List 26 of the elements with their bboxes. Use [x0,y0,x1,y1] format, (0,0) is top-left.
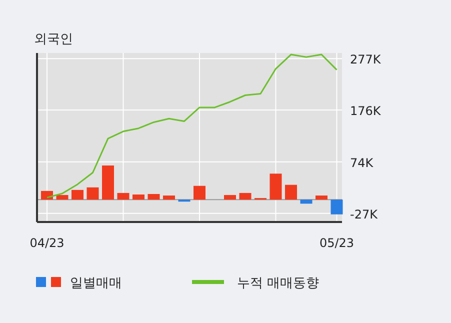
bar [300,200,312,204]
bar [163,196,175,200]
y-tick-label: 277K [350,52,382,67]
bar [224,195,236,200]
bar [270,174,282,200]
y-tick-label: -27K [350,207,379,222]
chart-title: 외국인 [34,32,73,47]
bar [194,186,206,200]
bar [285,184,297,200]
bar [72,190,84,200]
bar [56,195,68,200]
y-tick-label: 74K [350,156,374,170]
bar [102,165,114,200]
y-tick-label: 176K [350,104,382,118]
x-tick-label: 04/23 [30,236,64,250]
legend-label: 일별매매 [70,276,122,291]
bar [117,192,130,200]
bar [86,187,99,200]
legend-label: 누적 매매동향 [237,276,320,291]
x-tick-label: 05/23 [319,236,354,250]
bar [239,192,252,200]
bar [330,200,343,214]
bar [148,194,160,200]
bar [316,196,328,200]
bar [132,194,144,200]
line-series [46,54,338,198]
